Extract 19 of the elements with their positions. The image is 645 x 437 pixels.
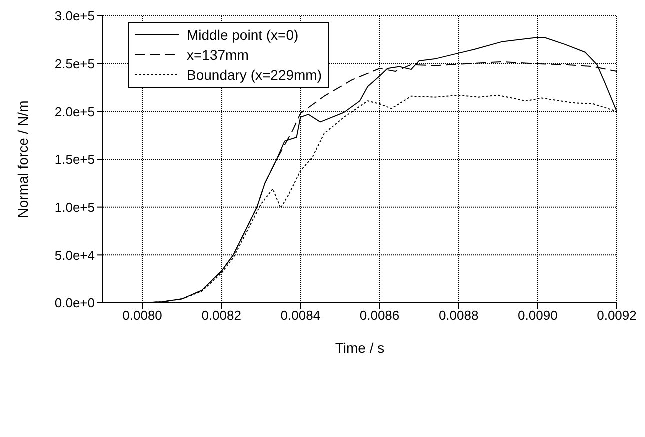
y-tick-label: 0.0e+0 xyxy=(54,296,95,311)
legend-label: x=137mm xyxy=(187,47,249,63)
x-tick-label: 0.0080 xyxy=(122,308,162,324)
x-tick-label: 0.0086 xyxy=(360,308,400,324)
legend-label: Boundary (x=229mm) xyxy=(187,67,322,83)
y-tick-label: 2.0e+5 xyxy=(54,104,95,120)
y-tick-label: 5.0e+4 xyxy=(54,248,95,263)
x-tick-label: 0.0084 xyxy=(280,308,321,324)
x-tick-label: 0.0088 xyxy=(438,308,479,324)
y-tick-label: 1.0e+5 xyxy=(54,200,95,215)
y-tick-label: 1.5e+5 xyxy=(54,152,95,168)
x-tick-label: 0.0092 xyxy=(597,308,637,324)
x-axis-title: Time / s xyxy=(335,340,385,356)
x-tick-label: 0.0082 xyxy=(202,308,242,324)
y-tick-label: 3.0e+5 xyxy=(54,8,95,24)
x-tick-label: 0.0090 xyxy=(518,308,558,324)
legend-label: Middle point (x=0) xyxy=(187,27,299,43)
y-tick-label: 2.5e+5 xyxy=(54,56,95,72)
y-axis-title: Normal force / N/m xyxy=(14,100,31,218)
